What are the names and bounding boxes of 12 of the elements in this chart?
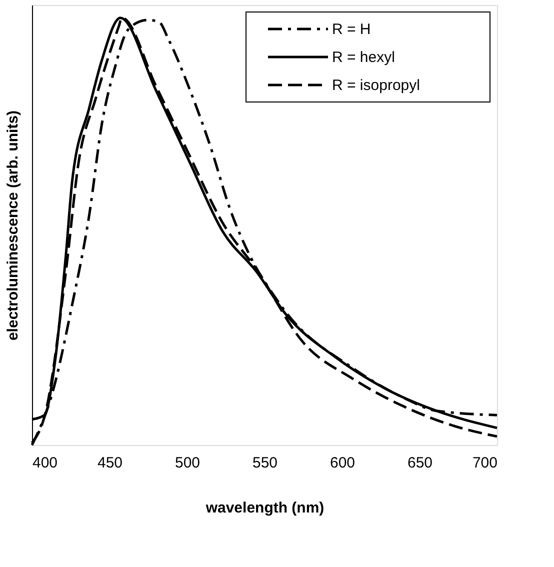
x-tick-label: 600 [330,454,356,472]
x-axis-title: wavelength (nm) [204,500,324,516]
x-tick-label: 500 [174,454,200,472]
legend-label: R = isopropyl [332,77,420,94]
x-tick-label: 550 [252,454,278,472]
x-tick-label: 650 [407,454,433,472]
x-tick-label: 400 [32,454,58,472]
x-tick-label: 450 [97,454,123,472]
legend-label: R = H [332,21,371,38]
legend-label: R = hexyl [332,49,395,66]
y-axis-title: electroluminescence (arb. units) [4,110,22,341]
x-tick-label: 700 [472,454,498,472]
